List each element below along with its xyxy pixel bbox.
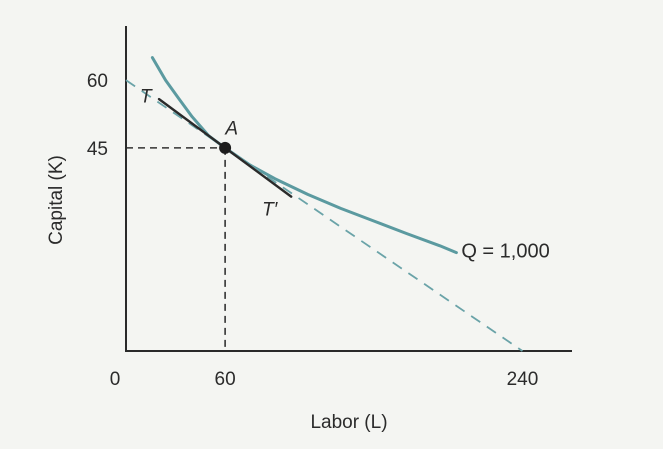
tick-labels: 0 60 240 60 45 [87,71,538,390]
axes [125,26,572,352]
y-tick-label: 60 [87,71,108,92]
y-tick-label: 45 [87,139,108,160]
isoquant-curve [150,56,458,255]
point-label: A [224,118,238,139]
x-tick-label: 0 [110,369,121,390]
curve-label: Q = 1,000 [461,241,549,263]
isocost-line [125,79,523,352]
guide-lines [126,147,226,351]
point-a-marker [219,141,232,154]
x-axis-label: Labor (L) [310,412,387,433]
y-axis-label: Capital (K) [46,155,67,245]
series-layer [125,56,523,352]
x-tick-label: 60 [215,369,236,390]
point-label: T [140,87,153,108]
x-tick-label: 240 [507,369,539,390]
annotations: T A T′ Q = 1,000 [140,87,550,263]
point-label: T′ [262,200,279,221]
